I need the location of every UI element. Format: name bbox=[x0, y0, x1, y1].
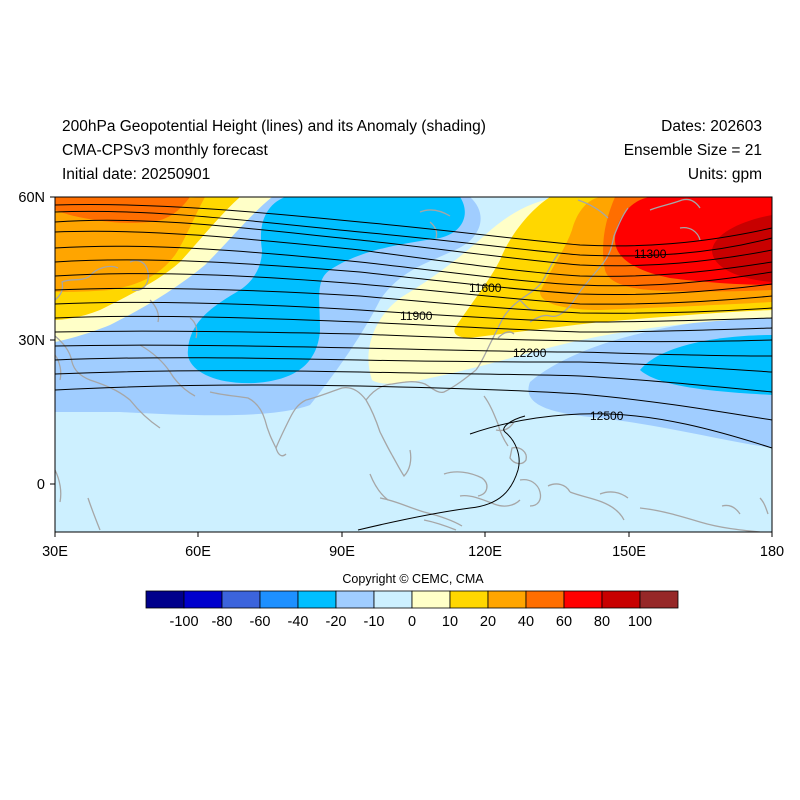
colorbar-label: 80 bbox=[594, 614, 610, 630]
forecast-dates: Dates: 202603 bbox=[661, 118, 762, 135]
colorbar-box bbox=[601, 590, 641, 609]
lat-tick-30n: 30N bbox=[18, 333, 45, 349]
colorbar-box bbox=[639, 590, 679, 609]
colorbar-label: -10 bbox=[364, 614, 385, 630]
colorbar-label: 0 bbox=[408, 614, 416, 630]
colorbar-box bbox=[449, 590, 489, 609]
lon-tick-30e: 30E bbox=[42, 544, 68, 560]
lat-tick-60n: 60N bbox=[18, 190, 45, 206]
shade-neg20-neg40-east bbox=[640, 335, 772, 395]
colorbar-box bbox=[411, 590, 451, 609]
map-field: 11300 11600 11900 12200 12500 bbox=[55, 197, 772, 532]
colorbar-box bbox=[297, 590, 337, 609]
colorbar-box bbox=[487, 590, 527, 609]
colorbar-label: -40 bbox=[288, 614, 309, 630]
lon-tick-60e: 60E bbox=[185, 544, 211, 560]
colorbar-box bbox=[525, 590, 565, 609]
colorbar-label: -80 bbox=[212, 614, 233, 630]
contour-labels: 11300 11600 11900 12200 12500 bbox=[400, 247, 667, 423]
colorbar-label: 100 bbox=[628, 614, 652, 630]
copyright-notice: Copyright © CEMC, CMA bbox=[342, 572, 484, 586]
colorbar bbox=[145, 590, 679, 609]
colorbar-box bbox=[145, 590, 185, 609]
lat-tick-labels: 60N 30N 0 bbox=[18, 190, 45, 493]
lon-tick-180: 180 bbox=[760, 544, 784, 560]
map-frame bbox=[54, 196, 773, 533]
colorbar-label: 40 bbox=[518, 614, 534, 630]
colorbar-label: -60 bbox=[250, 614, 271, 630]
shade-60-80 bbox=[55, 197, 190, 223]
colorbar-box bbox=[259, 590, 299, 609]
lon-tick-labels: 30E 60E 90E 120E 150E 180 bbox=[42, 544, 784, 560]
colorbar-label: -20 bbox=[326, 614, 347, 630]
contour-label-11900: 11900 bbox=[400, 309, 433, 323]
colorbar-label: 10 bbox=[442, 614, 458, 630]
units: Units: gpm bbox=[687, 166, 762, 183]
colorbar-label: 20 bbox=[480, 614, 496, 630]
height-contours bbox=[55, 203, 772, 531]
lon-tick-90e: 90E bbox=[329, 544, 355, 560]
lat-tick-0: 0 bbox=[37, 477, 45, 493]
colorbar-box bbox=[335, 590, 375, 609]
colorbar-label: 60 bbox=[556, 614, 572, 630]
shade-neg20-neg40 bbox=[187, 197, 465, 384]
contour-label-12500: 12500 bbox=[590, 409, 624, 423]
ensemble-size: Ensemble Size = 21 bbox=[623, 142, 762, 159]
colorbar-box bbox=[221, 590, 261, 609]
coastlines bbox=[55, 198, 769, 532]
shade-over-100 bbox=[712, 215, 772, 282]
colorbar-label: -100 bbox=[169, 614, 198, 630]
initial-date: Initial date: 20250901 bbox=[62, 166, 211, 183]
axis-ticks bbox=[50, 196, 773, 537]
contour-label-12200: 12200 bbox=[513, 346, 547, 360]
colorbar-labels: -100 -80 -60 -40 -20 -10 0 10 20 40 60 80 100 bbox=[169, 614, 652, 630]
colorbar-box bbox=[183, 590, 223, 609]
model-name: CMA-CPSv3 monthly forecast bbox=[62, 142, 268, 159]
colorbar-box bbox=[373, 590, 413, 609]
lon-tick-120e: 120E bbox=[468, 544, 502, 560]
colorbar-box bbox=[563, 590, 603, 609]
contour-label-11600: 11600 bbox=[469, 281, 502, 295]
map-title: 200hPa Geopotential Height (lines) and i… bbox=[62, 118, 486, 135]
contour-label-11300: 11300 bbox=[634, 247, 667, 261]
lon-tick-150e: 150E bbox=[612, 544, 646, 560]
